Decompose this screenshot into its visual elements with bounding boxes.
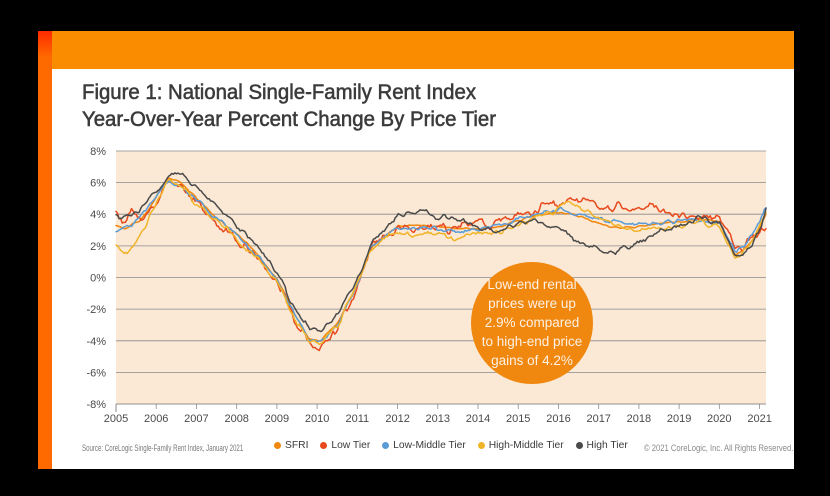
svg-text:gains of 4.2%: gains of 4.2%	[491, 353, 573, 368]
svg-text:2006: 2006	[144, 413, 168, 425]
svg-text:2015: 2015	[506, 413, 530, 425]
svg-text:2008: 2008	[224, 413, 248, 425]
svg-text:2%: 2%	[90, 241, 106, 253]
svg-text:2016: 2016	[546, 413, 570, 425]
svg-text:2012: 2012	[385, 413, 409, 425]
svg-text:2.9% compared: 2.9% compared	[485, 315, 580, 330]
svg-text:-2%: -2%	[86, 304, 106, 316]
svg-text:2017: 2017	[586, 413, 610, 425]
svg-text:-4%: -4%	[86, 336, 106, 348]
svg-text:prices were up: prices were up	[488, 296, 576, 311]
svg-text:to high-end price: to high-end price	[482, 334, 583, 349]
svg-text:2020: 2020	[707, 413, 731, 425]
svg-text:2011: 2011	[345, 413, 369, 425]
svg-text:2009: 2009	[265, 413, 289, 425]
svg-text:2007: 2007	[184, 413, 208, 425]
svg-text:2019: 2019	[667, 413, 691, 425]
svg-text:8%: 8%	[90, 146, 106, 158]
svg-text:2021: 2021	[747, 413, 771, 425]
svg-text:2005: 2005	[104, 413, 128, 425]
svg-text:-8%: -8%	[86, 399, 106, 411]
svg-text:2014: 2014	[466, 413, 490, 425]
svg-text:4%: 4%	[90, 209, 106, 221]
svg-text:2018: 2018	[627, 413, 651, 425]
svg-text:2010: 2010	[305, 413, 329, 425]
svg-text:0%: 0%	[90, 273, 106, 285]
svg-text:2013: 2013	[426, 413, 450, 425]
svg-text:6%: 6%	[90, 178, 106, 190]
svg-text:Low-end rental: Low-end rental	[487, 277, 576, 292]
svg-text:-6%: -6%	[86, 367, 106, 379]
